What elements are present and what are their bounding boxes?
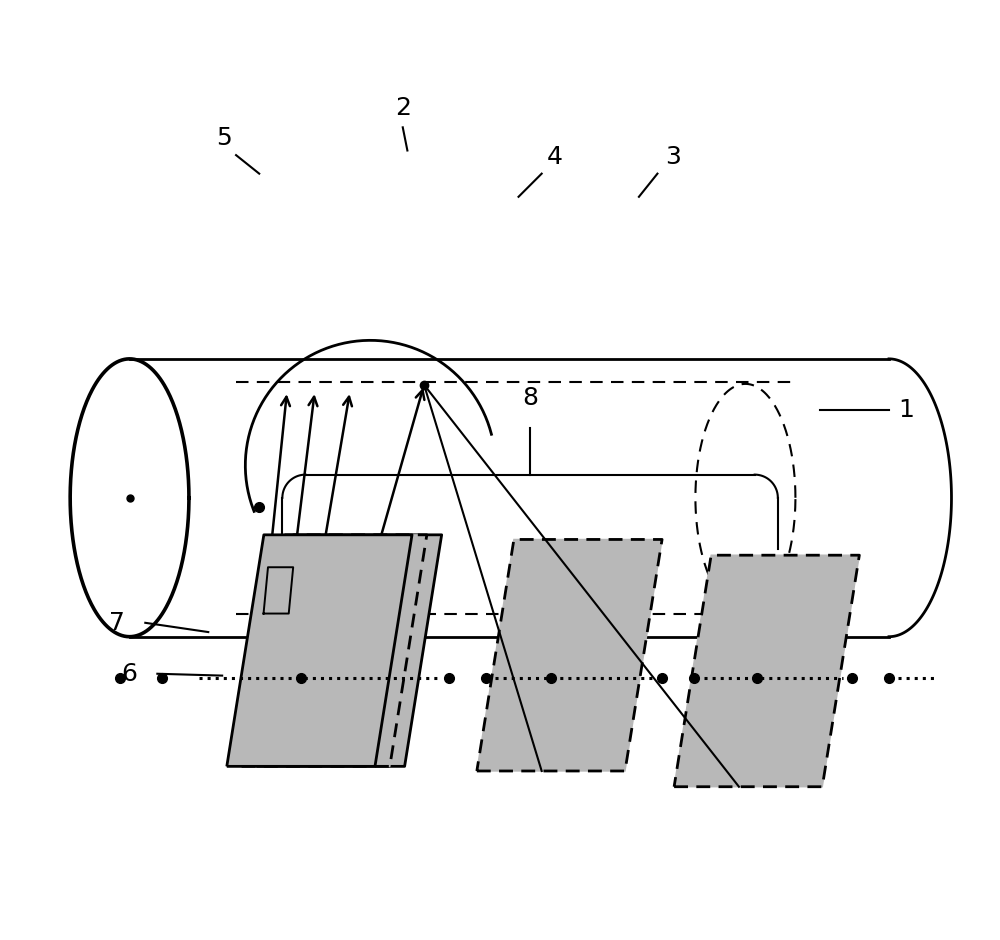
Text: 4: 4 (546, 145, 562, 169)
Text: 1: 1 (898, 398, 914, 422)
Text: 8: 8 (522, 385, 538, 410)
Text: 3: 3 (665, 145, 681, 169)
Text: 5: 5 (216, 127, 231, 150)
Polygon shape (242, 535, 427, 766)
Text: 2: 2 (395, 96, 411, 120)
Polygon shape (477, 540, 662, 771)
Text: 6: 6 (121, 662, 137, 686)
Polygon shape (256, 535, 442, 766)
Polygon shape (674, 556, 859, 787)
Polygon shape (227, 535, 412, 766)
Text: 7: 7 (109, 611, 125, 634)
